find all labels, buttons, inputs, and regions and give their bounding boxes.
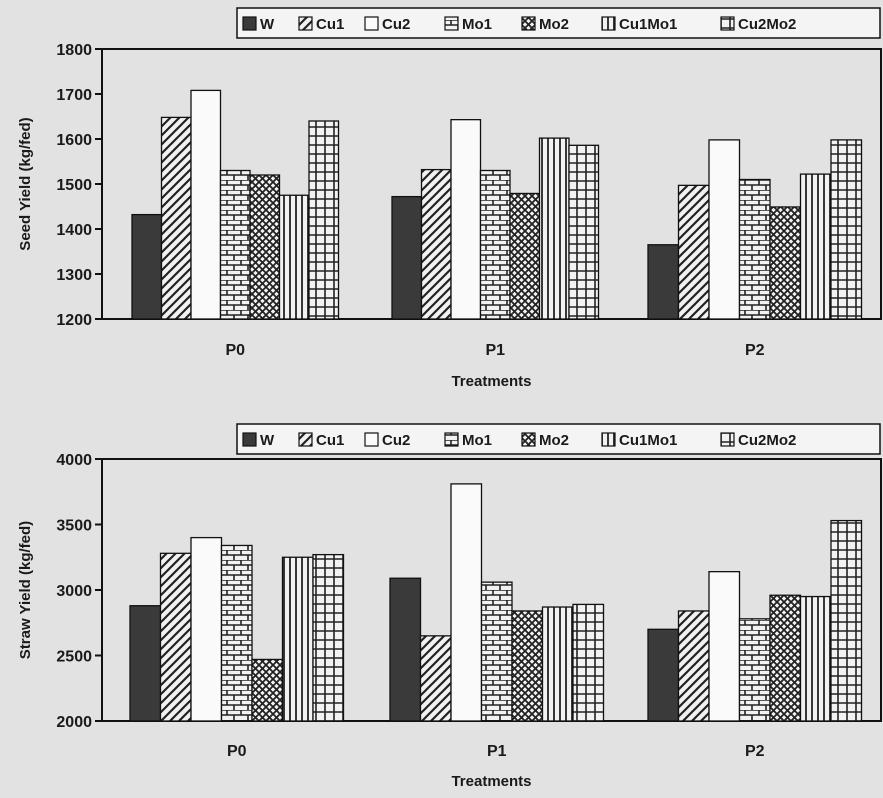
bar-cu1-p0	[160, 116, 192, 320]
bar-cu1mo1-p0	[278, 194, 310, 320]
bar-cu1mo1-p0	[281, 556, 314, 722]
bar-cu2-p1	[450, 483, 483, 722]
category-label: P0	[227, 743, 247, 760]
bar-mo2-p1	[511, 610, 544, 722]
bar-cu2-p0	[190, 536, 223, 722]
seed-yield-chart: 1200 1300 1400 1500 1600 1700 1800 P0 P1 P2 Treatm…	[17, 7, 882, 390]
legend-box	[236, 423, 881, 455]
bar-cu2-p2	[708, 139, 741, 320]
legend-swatch-cu1	[298, 16, 313, 31]
legend-label-cu2: Cu2	[382, 432, 410, 449]
bar-cu2-p2	[708, 571, 741, 722]
bar-cu1mo1-p2	[799, 595, 832, 722]
legend-swatch-cu2mo2	[720, 16, 735, 31]
legend-swatch-w	[242, 16, 257, 31]
y-tick-label: 4000	[56, 452, 92, 469]
legend-label-cu1mo1: Cu1Mo1	[619, 432, 677, 449]
bar-w-p0	[129, 605, 162, 722]
y-tick-label: 1300	[56, 267, 92, 284]
bar-mo1-p0	[220, 544, 253, 722]
bar-cu2mo2-p2	[830, 139, 863, 320]
legend-swatch-mo2	[521, 16, 536, 31]
y-tick-label: 1400	[56, 222, 92, 239]
bar-cu1-p2	[677, 610, 710, 722]
bar-mo1-p1	[480, 581, 513, 722]
bar-cu2-p1	[450, 119, 482, 320]
bar-mo1-p1	[479, 169, 511, 320]
category-label: P0	[225, 342, 245, 359]
bar-mo1-p2	[738, 178, 771, 320]
bar-cu1mo1-p1	[541, 606, 574, 722]
legend-box	[236, 7, 881, 39]
bar-mo2-p1	[509, 192, 541, 320]
legend-label-mo2: Mo2	[539, 16, 569, 33]
legend-label-w: W	[260, 16, 275, 33]
bar-cu2-p0	[190, 89, 222, 320]
legend-label-w: W	[260, 432, 275, 449]
category-label: P1	[487, 743, 507, 760]
bar-cu1-p0	[159, 552, 192, 722]
legend-swatch-cu2mo2	[720, 432, 735, 447]
legend-label-cu2: Cu2	[382, 16, 410, 33]
bar-mo2-p0	[251, 658, 284, 722]
bar-w-p2	[647, 628, 680, 722]
legend-swatch-cu1mo1	[601, 432, 616, 447]
x-axis-title: Treatments	[451, 373, 531, 390]
bar-mo1-p0	[219, 169, 251, 320]
bar-cu1mo1-p1	[538, 137, 570, 320]
bar-mo2-p2	[769, 594, 802, 722]
y-tick-label: 3500	[56, 518, 92, 535]
bar-mo2-p0	[249, 174, 281, 320]
y-axis-title: Straw Yield (kg/fed)	[17, 521, 34, 659]
bar-cu2mo2-p0	[308, 120, 340, 320]
y-axis-title: Seed Yield (kg/fed)	[17, 117, 34, 250]
legend-label-mo1: Mo1	[462, 16, 492, 33]
y-tick-label: 2500	[56, 649, 92, 666]
bar-cu1-p2	[677, 184, 710, 320]
legend-swatch-mo1	[444, 432, 459, 447]
y-tick-label: 1200	[56, 312, 92, 329]
category-label: P1	[485, 342, 505, 359]
bar-cu1-p1	[420, 168, 452, 320]
legend-label-cu1mo1: Cu1Mo1	[619, 16, 677, 33]
y-tick-label: 3000	[56, 583, 92, 600]
bar-w-p1	[389, 577, 422, 722]
legend-label-cu2mo2: Cu2Mo2	[738, 16, 796, 33]
category-label: P2	[745, 743, 765, 760]
legend-label-cu1: Cu1	[316, 16, 344, 33]
legend-swatch-w	[242, 432, 257, 447]
bar-w-p2	[647, 244, 680, 320]
x-axis-title: Treatments	[451, 773, 531, 790]
y-tick-label: 1700	[56, 87, 92, 104]
bar-cu2mo2-p1	[572, 603, 605, 722]
y-tick-label: 1500	[56, 177, 92, 194]
bar-cu2mo2-p0	[312, 553, 345, 722]
legend-swatch-cu1	[298, 432, 313, 447]
legend-label-mo2: Mo2	[539, 432, 569, 449]
category-label: P2	[745, 342, 765, 359]
legend-label-cu2mo2: Cu2Mo2	[738, 432, 796, 449]
bar-w-p0	[131, 213, 163, 320]
bar-cu1mo1-p2	[799, 173, 832, 320]
bar-cu1-p1	[419, 635, 452, 722]
bar-mo2-p2	[769, 206, 802, 320]
bar-w-p1	[391, 195, 423, 320]
legend-swatch-cu2	[364, 16, 379, 31]
legend-label-mo1: Mo1	[462, 432, 492, 449]
bar-cu2mo2-p2	[830, 519, 863, 722]
straw-yield-chart: 2000 2500 3000 3500 4000 P0 P1 P2 Treatments Stra…	[17, 423, 882, 790]
y-tick-label: 2000	[56, 714, 92, 731]
y-tick-label: 1800	[56, 42, 92, 59]
bar-cu2mo2-p1	[568, 144, 600, 320]
legend-label-cu1: Cu1	[316, 432, 344, 449]
legend-swatch-mo2	[521, 432, 536, 447]
bar-mo1-p2	[738, 618, 771, 722]
y-tick-label: 1600	[56, 132, 92, 149]
legend-swatch-mo1	[444, 16, 459, 31]
legend-swatch-cu1mo1	[601, 16, 616, 31]
legend-swatch-cu2	[364, 432, 379, 447]
